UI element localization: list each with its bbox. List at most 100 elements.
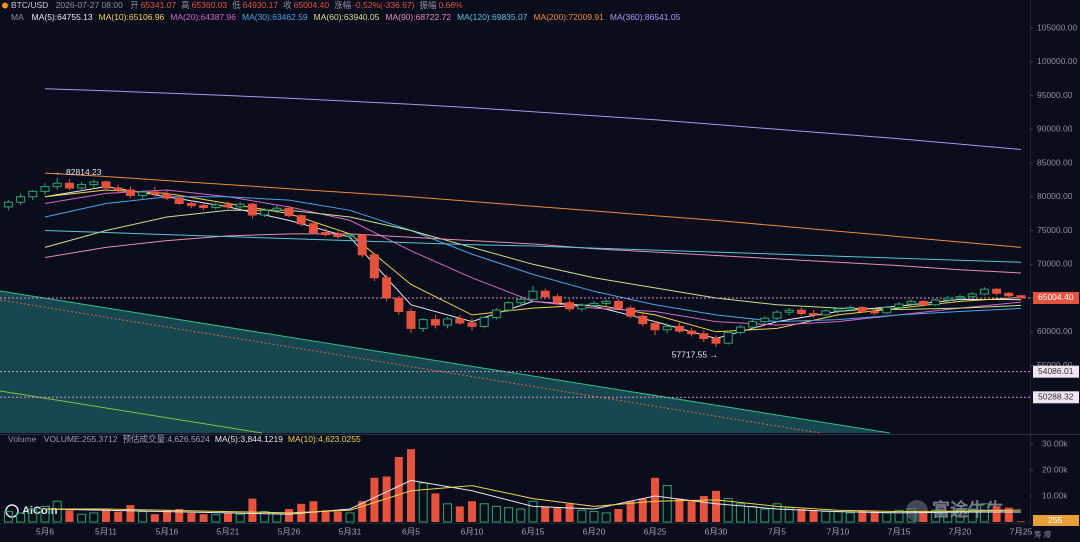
volume-title: Volume	[8, 434, 37, 444]
y-tick-label: 105000.00	[1037, 22, 1077, 32]
volume-bar	[723, 498, 733, 523]
volume-bar	[345, 512, 355, 523]
volume-bar	[504, 507, 514, 523]
volume-bar	[541, 506, 550, 522]
volume-bar	[370, 477, 379, 522]
volume-bar	[601, 512, 611, 523]
volume-bar	[394, 457, 403, 522]
volume-bar	[626, 501, 635, 522]
volume-bar	[858, 510, 867, 522]
candle-body	[918, 300, 928, 306]
candle-body	[552, 296, 562, 304]
candle-body	[28, 190, 38, 198]
quote-label: 高	[181, 0, 190, 10]
x-tick-label: 5月16	[156, 526, 179, 536]
datetime: 2026-07-27 08:00	[56, 0, 123, 10]
candle-body	[833, 308, 843, 312]
volume-bar	[967, 508, 977, 523]
candle-body	[40, 186, 50, 192]
ma-line	[44, 189, 1022, 333]
quote-value: 65341.07	[141, 0, 177, 10]
x-tick-label: 7月25	[1010, 526, 1033, 536]
candle-body	[479, 317, 489, 327]
x-tick-label: 6月20	[583, 526, 606, 536]
candle-body	[64, 182, 74, 189]
candle-body	[235, 203, 245, 208]
candle-body	[125, 189, 135, 196]
volume-bar	[187, 512, 196, 522]
volume-bar	[931, 509, 941, 523]
volume-bar	[479, 503, 489, 523]
ma-legend-item: MA(90):68722.72	[385, 12, 451, 22]
candle-body	[748, 321, 758, 328]
volume-bar	[199, 514, 208, 522]
candle-body	[674, 325, 684, 332]
volume-bar	[589, 511, 599, 523]
candle-body	[113, 187, 123, 191]
candle-body	[296, 215, 306, 225]
y-tick-label: 60000.00	[1037, 326, 1073, 336]
ma-line	[44, 88, 1022, 150]
ma-legend-item: MA(5):64755.13	[32, 12, 93, 22]
volume-bar	[150, 514, 159, 522]
volume-legend: Volume VOLUME:255.3712 预估成交量:4,626.5624 MA…	[8, 434, 361, 444]
candle-body	[613, 300, 623, 309]
candle-body	[723, 331, 733, 344]
candle-body	[174, 197, 184, 205]
volume-bar	[52, 500, 62, 523]
volume-bar	[3, 511, 13, 523]
quote-value: 0.66%	[439, 0, 464, 10]
candle-body	[260, 209, 270, 216]
ma-line	[44, 233, 1022, 274]
candle-body	[162, 193, 172, 199]
candle-body	[906, 300, 916, 305]
candle-body	[967, 293, 977, 298]
price-level-box	[1033, 291, 1079, 304]
candle-body	[357, 234, 367, 256]
ma-line	[44, 479, 1022, 515]
ma-legend-item: MA(20):64387.96	[170, 12, 236, 22]
candle-body	[857, 306, 867, 313]
candle-body	[247, 203, 257, 216]
candle-body	[894, 303, 904, 308]
price-level-label: 65004.40	[1038, 292, 1074, 302]
ma-line	[44, 196, 1022, 323]
volume-bar	[431, 493, 440, 522]
candle-body	[772, 311, 782, 319]
candle-body	[369, 254, 379, 279]
ma-legend-item: MA(360):86541.05	[610, 12, 681, 22]
volume-bar	[285, 509, 293, 522]
candle-body	[760, 317, 770, 323]
volume-bar	[797, 509, 806, 522]
candle-body	[138, 191, 148, 196]
ma-line	[44, 230, 1022, 263]
ma-legend-item: MA(120):69835.07	[457, 12, 528, 22]
candle-body	[528, 290, 538, 300]
candle-body	[199, 205, 209, 209]
candle-body	[1004, 292, 1014, 297]
current-tag: 255	[1048, 515, 1062, 525]
y-tick-label: 90000.00	[1037, 124, 1073, 134]
volume-bar	[784, 507, 794, 523]
volume-bar	[138, 511, 148, 523]
candle-body	[735, 326, 745, 333]
x-tick-label: 7月10	[827, 526, 850, 536]
volume-bar	[1004, 507, 1013, 522]
y-tick-label: 95000.00	[1037, 90, 1073, 100]
y-tick-label: 20.00k	[1042, 464, 1068, 474]
corner-text: 筹 爆	[1034, 529, 1052, 539]
candle-body	[272, 207, 282, 211]
ma-legend: MA MA(5):64755.13 MA(10):65106.96 MA(20):6…	[11, 12, 681, 22]
quote-label: 开	[130, 0, 139, 10]
candle-body	[577, 304, 587, 310]
x-tick-label: 5月6	[36, 526, 54, 536]
volume-bar	[772, 503, 782, 523]
volume-bar	[89, 512, 99, 523]
volume-bar	[211, 514, 221, 523]
candle-body	[687, 330, 697, 335]
volume-bar	[418, 482, 428, 523]
price-level-label: 50288.32	[1038, 392, 1074, 402]
candle-body	[540, 290, 550, 298]
volume-bar	[382, 476, 391, 522]
